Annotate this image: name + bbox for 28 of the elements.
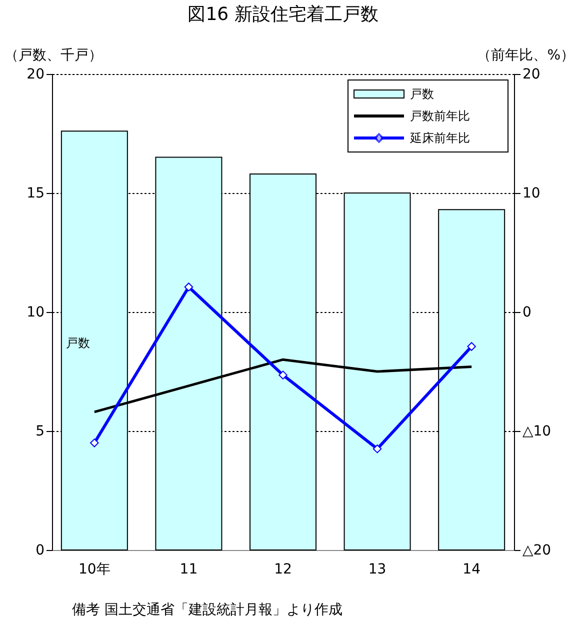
- y2-tick-label: 20: [522, 66, 540, 82]
- point: [184, 282, 194, 292]
- chart-title: 図16 新設住宅着工戸数: [188, 4, 378, 25]
- point: [90, 438, 99, 448]
- legend-label: 戸数前年比: [410, 109, 470, 123]
- y-tick-label: 5: [36, 424, 44, 440]
- legend-label: 延床前年比: [409, 131, 470, 145]
- y2-axis-title: （前年比、%）: [477, 48, 574, 64]
- point: [372, 444, 382, 454]
- text: 備考 国土交通省「建設統計月報」より作成: [72, 602, 342, 618]
- y2-tick-label: △20: [522, 542, 552, 558]
- point: [467, 342, 476, 351]
- y-tick-label: 10: [26, 304, 44, 320]
- y2-tick-label: △10: [522, 424, 552, 440]
- x-tick-label: 12: [274, 562, 292, 578]
- y-axis-title: （戸数、千戸）: [4, 48, 102, 64]
- legend-label: 戸数: [410, 87, 434, 101]
- y-tick-label: 15: [26, 186, 44, 202]
- x-tick-label: 10年: [78, 562, 110, 578]
- y2-tick-label: 10: [522, 186, 540, 202]
- point: [278, 370, 288, 380]
- x-tick-label: 13: [368, 562, 386, 578]
- x-tick-label: 14: [462, 562, 481, 578]
- y-tick-label: 20: [26, 66, 44, 82]
- annotation: 戸数: [66, 336, 90, 350]
- y2-tick-label: 0: [522, 304, 532, 320]
- x-tick-label: 11: [180, 562, 198, 578]
- y-tick-label: 0: [36, 542, 44, 558]
